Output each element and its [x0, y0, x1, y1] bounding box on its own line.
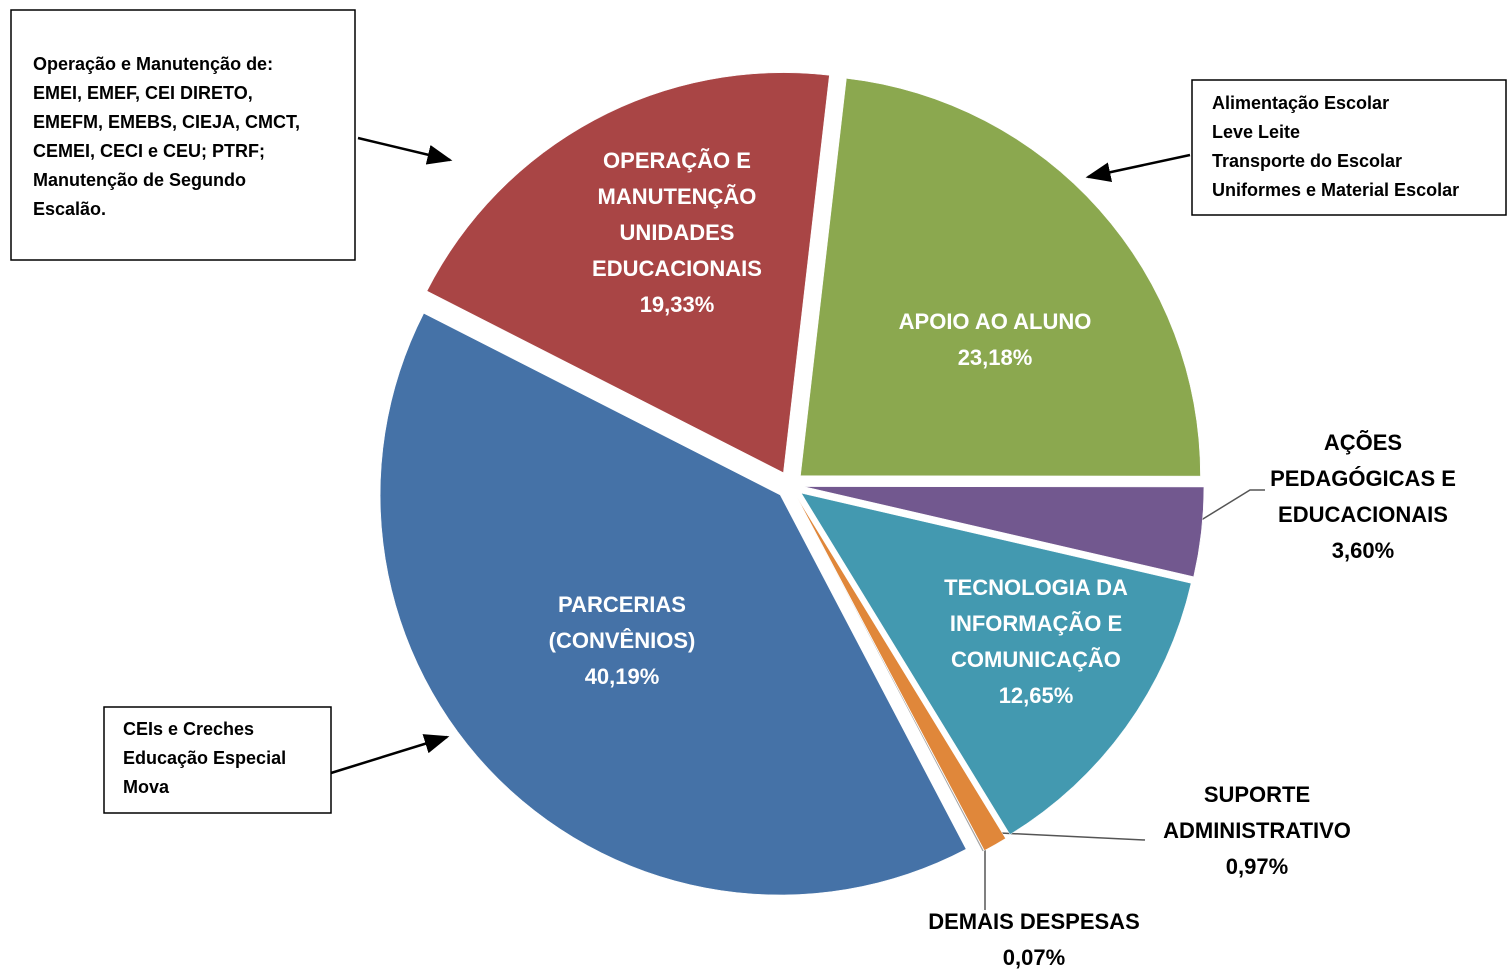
annotation-line: Uniformes e Material Escolar — [1212, 180, 1459, 200]
category-label: TECNOLOGIA DA INFORMAÇÃO E COMUNICAÇÃO — [944, 575, 1128, 672]
pie-slice — [379, 312, 967, 896]
value-label: 0,07% — [1002, 945, 1066, 970]
annotation-box — [10, 9, 356, 261]
pie-slice — [803, 486, 1205, 577]
pie-slice — [800, 492, 1192, 835]
value-label: 12,65% — [998, 683, 1074, 708]
annotation-line: EMEFM, EMEBS, CIEJA, CMCT, — [33, 112, 300, 132]
category-label: DEMAIS DESPESAS — [928, 909, 1140, 934]
pie-slice — [796, 497, 1006, 851]
annotation-line: Mova — [123, 777, 170, 797]
category-label: SUPORTE ADMINISTRATIVO — [1163, 782, 1351, 843]
slice-label: DEMAIS DESPESAS 0,07% — [904, 904, 1164, 976]
annotation-line: Educação Especial — [123, 748, 286, 768]
slice-label: AÇÕES PEDAGÓGICAS E EDUCACIONAIS 3,60% — [1248, 425, 1478, 569]
slice-label: PARCERIAS (CONVÊNIOS) 40,19% — [522, 587, 722, 695]
annotation-line: Manutenção de Segundo — [33, 170, 246, 190]
pie-slice — [800, 78, 1201, 477]
annotation-box — [1191, 79, 1507, 216]
annotation-line: Leve Leite — [1212, 122, 1300, 142]
slice-label: APOIO AO ALUNO 23,18% — [865, 304, 1125, 376]
annotation-line: Alimentação Escolar — [1212, 93, 1389, 113]
annotation-line: EMEI, EMEF, CEI DIRETO, — [33, 83, 253, 103]
arrow — [1085, 153, 1191, 183]
annotation-line: Escalão. — [33, 199, 106, 219]
category-label: PARCERIAS (CONVÊNIOS) — [548, 592, 696, 653]
category-label: APOIO AO ALUNO — [898, 309, 1092, 334]
value-label: 3,60% — [1331, 538, 1395, 563]
category-label: AÇÕES PEDAGÓGICAS E EDUCACIONAIS — [1270, 430, 1456, 527]
slice-label: TECNOLOGIA DA INFORMAÇÃO E COMUNICAÇÃO 12… — [921, 570, 1151, 714]
value-label: 0,97% — [1225, 854, 1289, 879]
slice-label: SUPORTE ADMINISTRATIVO 0,97% — [1127, 777, 1387, 885]
value-label: 23,18% — [957, 345, 1033, 370]
annotation-line: Operação e Manutenção de: — [33, 54, 273, 74]
arrow — [330, 734, 450, 775]
value-label: 19,33% — [639, 292, 715, 317]
leader-line — [999, 832, 1146, 841]
leader-line — [1197, 489, 1265, 523]
pie-slice — [426, 72, 830, 474]
annotation-line: CEMEI, CECI e CEU; PTRF; — [33, 141, 265, 161]
annotation-line: Transporte do Escolar — [1212, 151, 1402, 171]
pie-slice — [796, 497, 985, 852]
arrow — [357, 136, 453, 165]
annotation-line: CEIs e Creches — [123, 719, 254, 739]
value-label: 40,19% — [584, 664, 660, 689]
slice-label: OPERAÇÃO E MANUTENÇÃO UNIDADES EDUCACION… — [562, 143, 792, 323]
category-label: OPERAÇÃO E MANUTENÇÃO UNIDADES EDUCACION… — [592, 148, 762, 281]
annotation-box — [103, 706, 332, 814]
